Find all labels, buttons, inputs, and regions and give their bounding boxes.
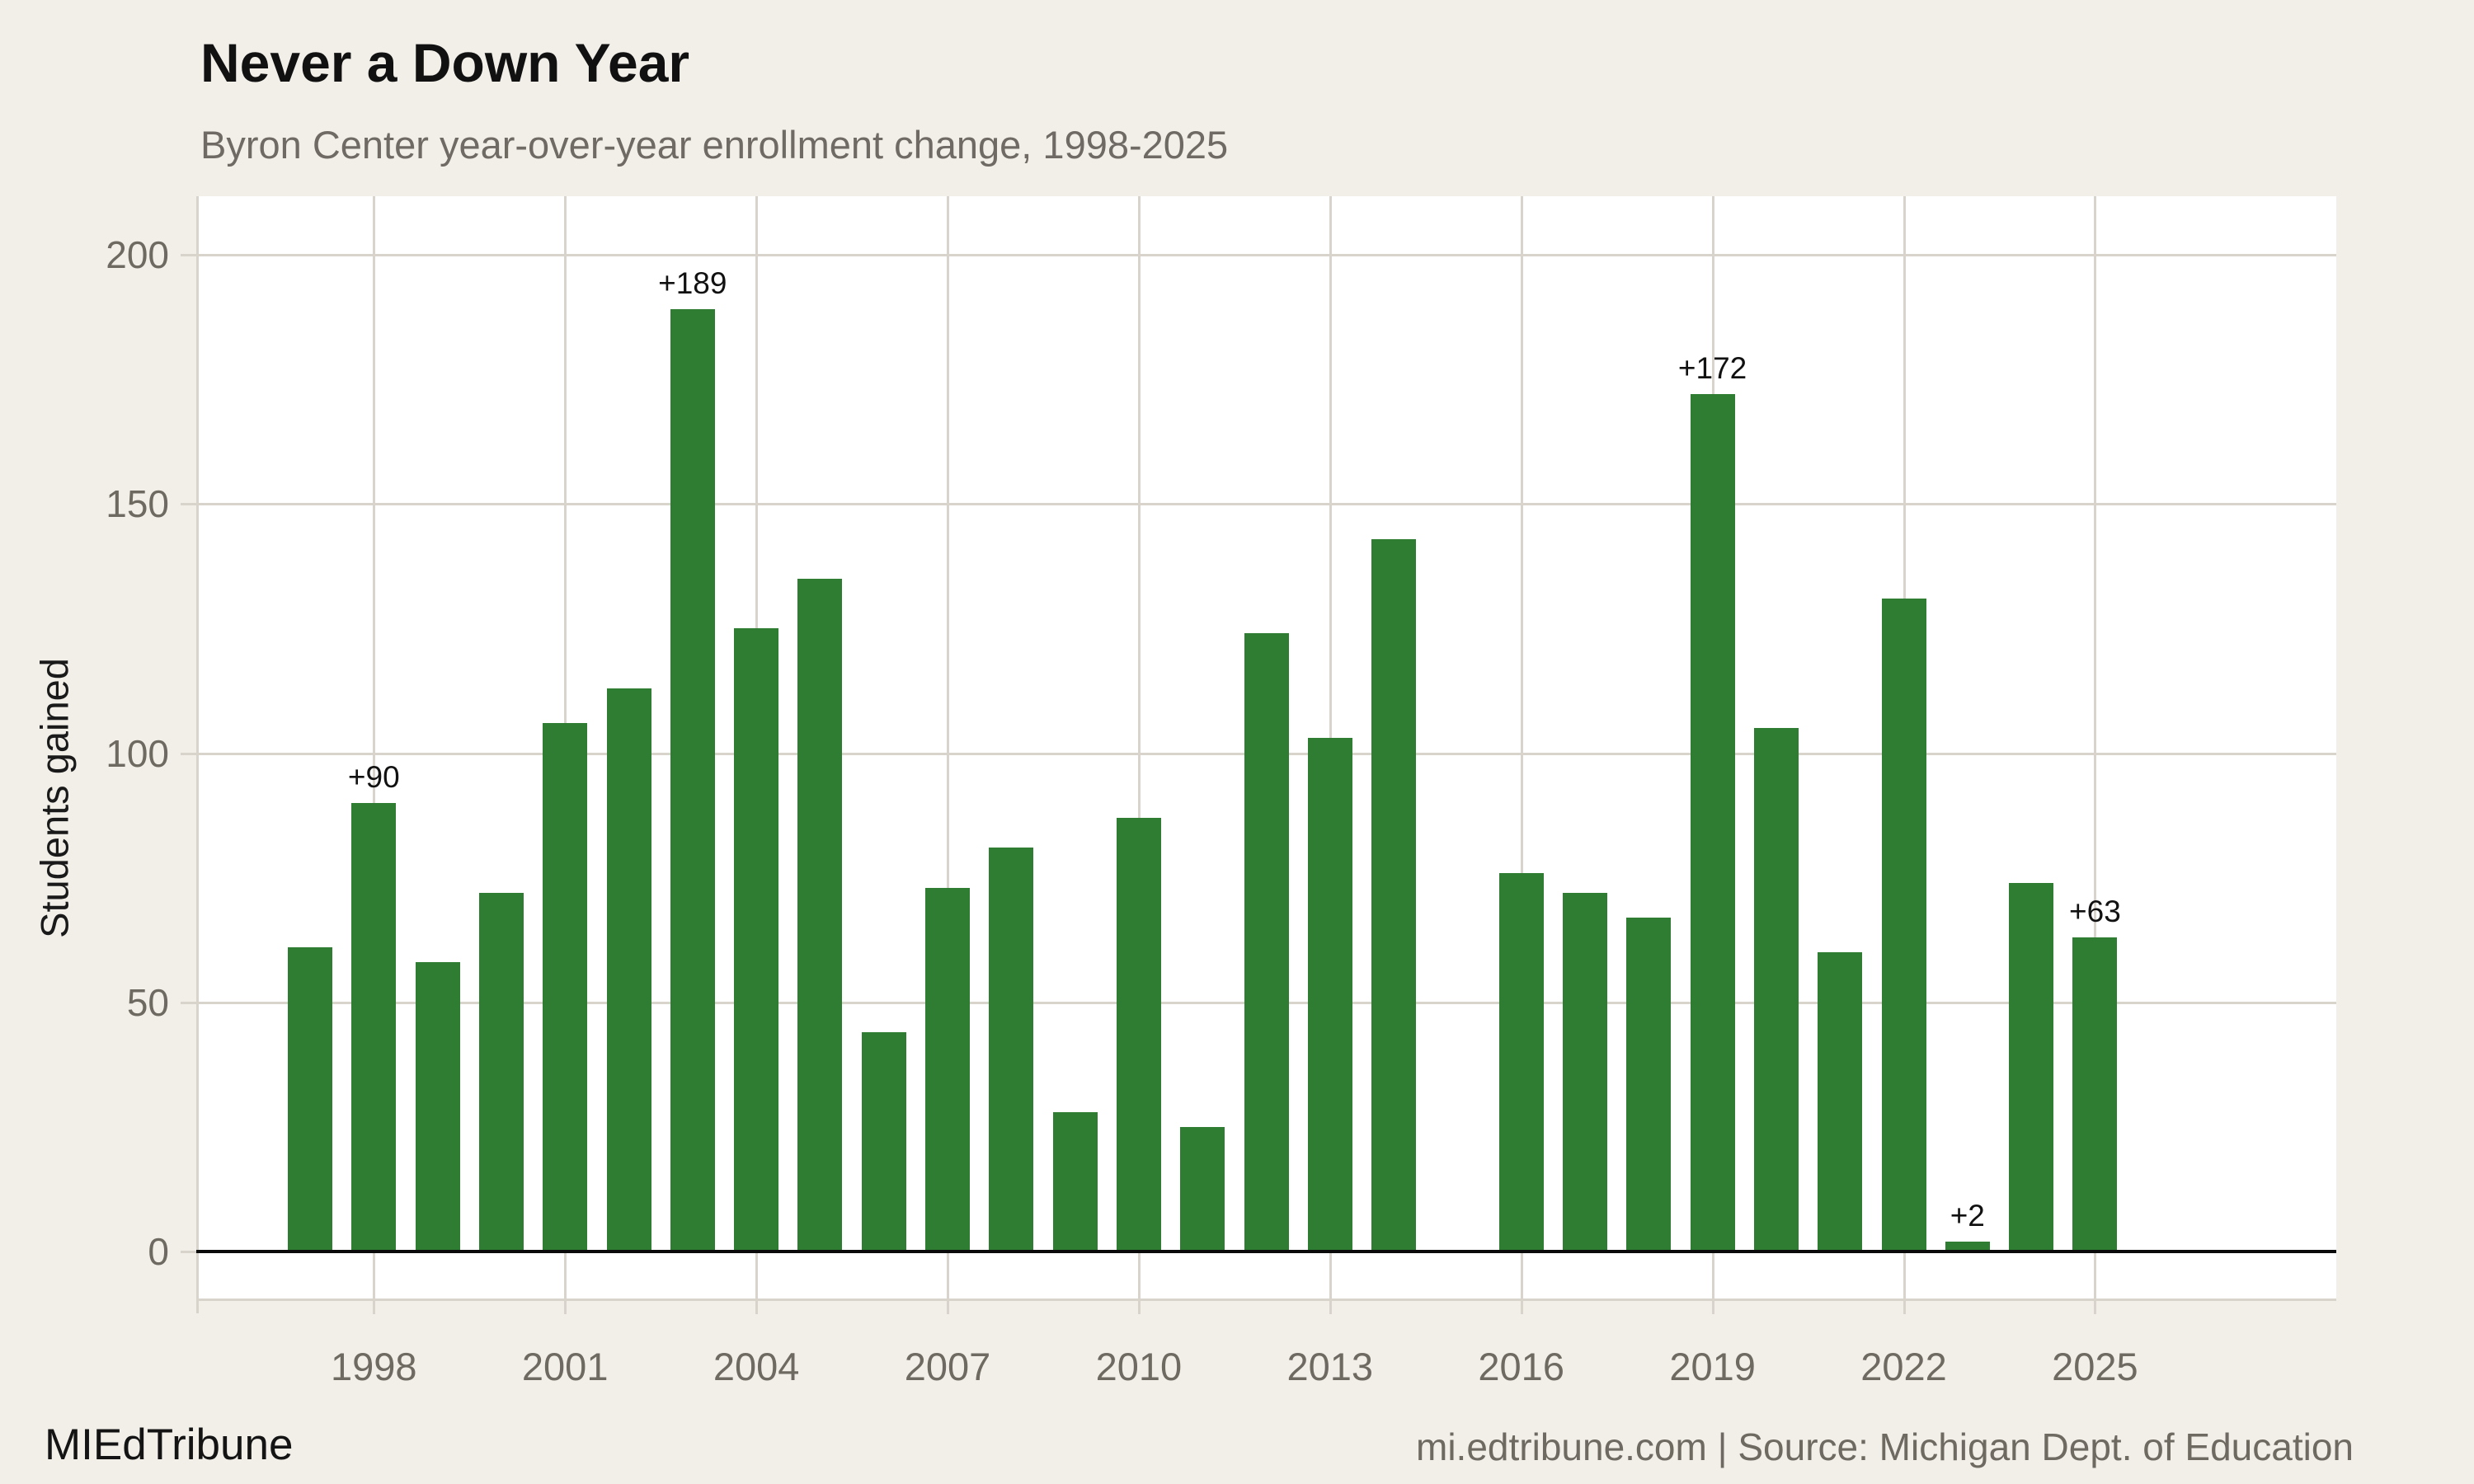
plot-area: +90 +189 +172 +2 +63 [196,196,2336,1298]
bar-1997 [288,947,332,1252]
bar-2008 [989,848,1034,1252]
x-gridline-2010 [1137,196,1141,1298]
x-axis-baseline [196,1298,2336,1301]
x-tick-mark-2016 [1520,1298,1523,1314]
x-tick-label-2001: 2001 [521,1345,609,1388]
bar-2012 [1244,633,1289,1252]
bar-2010 [1116,818,1161,1252]
x-tick-mark-2010 [1137,1298,1141,1314]
bar-value-label-1998: +90 [347,759,400,794]
bar-1998 [351,802,397,1252]
chart-title: Never a Down Year [200,32,690,93]
bar-2013 [1307,738,1352,1252]
x-tick-mark-2025 [2094,1298,2097,1314]
bar-2007 [925,887,970,1252]
bar-2016 [1498,872,1544,1252]
bar-2004 [734,628,779,1252]
bar-2025 [2072,937,2118,1252]
bar-2011 [1180,1126,1225,1252]
bar-2023 [1945,1241,1990,1252]
x-tick-mark-2004 [755,1298,759,1314]
bar-2018 [1626,917,1672,1252]
x-tick-mark-2007 [947,1298,949,1314]
bar-2019 [1690,394,1735,1252]
y-tick-mark-0 [181,1251,196,1253]
bar-value-label-2019: +172 [1677,351,1747,386]
x-gridline-2016 [1520,196,1523,1298]
y-axis-line [196,196,199,1313]
x-tick-label-2019: 2019 [1669,1345,1756,1388]
x-tick-label-2004: 2004 [713,1345,800,1388]
x-tick-mark-2013 [1329,1298,1332,1314]
y-axis-title: Students gained [32,658,77,938]
x-tick-label-2010: 2010 [1095,1345,1183,1388]
footer-brand: MIEdTribune [45,1421,294,1469]
y-tick-mark-100 [181,752,196,755]
bar-2001 [543,723,588,1252]
x-tick-label-1998: 1998 [331,1345,417,1388]
x-tick-label-2025: 2025 [2052,1345,2138,1388]
bar-value-label-2003: +189 [658,266,727,301]
bar-2002 [606,688,651,1252]
bar-2021 [1818,952,1863,1252]
y-tick-label-50: 50 [126,980,169,1024]
bar-2014 [1371,538,1417,1252]
x-gridline-2025 [2094,196,2097,1298]
bar-2006 [861,1032,906,1252]
bar-value-label-2025: +63 [2069,895,2121,929]
y-tick-mark-50 [181,1001,196,1004]
bar-2009 [1052,1111,1098,1252]
x-tick-mark-1998 [373,1298,376,1314]
bar-2022 [1881,599,1926,1252]
y-tick-label-0: 0 [148,1230,169,1273]
footer-source-credit: mi.edtribune.com | Source: Michigan Dept… [1416,1425,2354,1468]
bar-2017 [1563,892,1607,1252]
bar-1999 [415,962,460,1252]
bar-2003 [670,309,715,1252]
x-gridline-1998 [373,196,376,1298]
x-tick-label-2007: 2007 [904,1345,991,1388]
x-tick-label-2016: 2016 [1478,1345,1564,1388]
bar-value-label-2023: +2 [1950,1198,1985,1233]
y-tick-mark-150 [181,503,196,506]
y-tick-label-200: 200 [106,233,169,276]
y-tick-mark-200 [181,254,196,256]
bar-2024 [2009,882,2054,1252]
y-tick-label-100: 100 [106,731,169,775]
y-tick-label-150: 150 [106,482,169,526]
x-tick-mark-2001 [564,1298,567,1314]
bar-2000 [478,892,524,1252]
x-tick-label-2013: 2013 [1286,1345,1374,1388]
y-gridline-200 [196,254,2336,256]
x-tick-mark-2019 [1711,1298,1714,1314]
x-gridline-2007 [947,196,949,1298]
chart-subtitle: Byron Center year-over-year enrollment c… [200,123,1229,167]
bar-2005 [797,578,843,1252]
zero-axis-line [196,1250,2336,1253]
x-tick-label-2022: 2022 [1860,1345,1947,1388]
y-gridline-150 [196,503,2336,506]
x-tick-mark-2022 [1903,1298,1906,1314]
bar-2020 [1753,728,1799,1252]
